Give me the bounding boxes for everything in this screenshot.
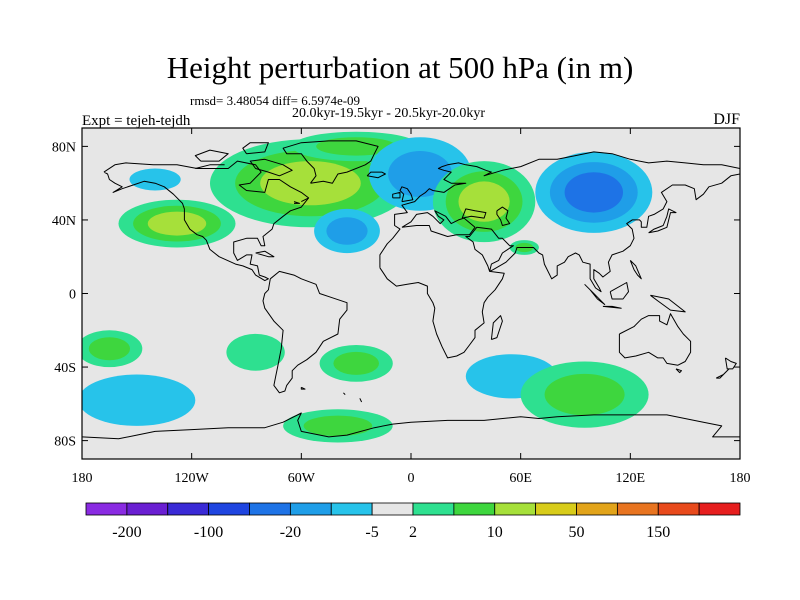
coastline-madagascar — [490, 315, 503, 340]
coastline-mediterranean — [401, 208, 487, 237]
y-tick-label: 40N — [52, 214, 76, 229]
anomaly-17-band-2 — [303, 415, 373, 437]
coastline-afro-eurasia — [379, 151, 740, 359]
colorbar-label: -20 — [280, 524, 301, 541]
x-tick-label: 120E — [616, 471, 646, 486]
anomaly-5-band-2 — [326, 217, 368, 245]
x-tick-label: 0 — [408, 471, 415, 486]
experiment-label: Expt = tejeh-tejdh — [82, 113, 191, 129]
period-subtitle: 20.0kyr-19.5kyr - 20.5kyr-20.0kyr — [292, 106, 486, 121]
colorbar-swatch — [85, 502, 128, 516]
coastline-greenland — [282, 140, 379, 184]
colorbar-label: 50 — [569, 524, 585, 541]
colorbar-swatch — [330, 502, 373, 516]
coastline-north-america — [103, 160, 310, 282]
y-tick-label: 40S — [54, 361, 76, 376]
colorbar-swatch — [698, 502, 741, 516]
colorbar-swatch — [453, 502, 496, 516]
anomaly-14-band-1 — [226, 333, 285, 371]
coastline-cuba — [255, 250, 275, 258]
x-tick-label: 60E — [509, 471, 532, 486]
coastline-southeast-asia-islands — [584, 260, 686, 313]
coastline-south-america — [262, 270, 348, 394]
colorbar-swatch — [289, 502, 332, 516]
anomaly-20-band-2 — [544, 373, 625, 416]
colorbar-label: 150 — [646, 524, 670, 541]
colorbar-label: -100 — [194, 524, 223, 541]
coastline-new-zealand — [715, 357, 737, 379]
colorbar-label: 2 — [409, 524, 417, 541]
x-tick-label: 120W — [175, 471, 210, 486]
coastline-australia — [618, 313, 692, 374]
x-tick-label: 180 — [72, 471, 93, 486]
y-tick-label: 0 — [69, 288, 76, 303]
coastline-antarctica — [82, 412, 740, 440]
colorbar-swatch — [576, 502, 618, 516]
anomaly-7-band-3 — [458, 181, 510, 222]
anomaly-2-band-3 — [147, 211, 207, 236]
y-tick-label: 80S — [54, 435, 76, 450]
anomaly-16-band-2 — [333, 351, 380, 375]
x-tick-label: 60W — [288, 471, 316, 486]
colorbar-swatch — [657, 502, 700, 516]
colorbar-swatch — [249, 502, 291, 516]
coastline-southern-islands — [300, 386, 363, 403]
coastline-canadian-islands — [194, 142, 309, 204]
coastline-british-isles — [392, 186, 414, 203]
colorbar-label: -200 — [112, 524, 141, 541]
chart-title: Height perturbation at 500 hPa (in m) — [166, 50, 634, 85]
coastline-black-caspian-seas — [496, 206, 511, 226]
colorbar-swatch — [535, 502, 577, 516]
colorbar-swatch — [126, 502, 169, 516]
colorbar-label: 10 — [487, 524, 503, 541]
season-label: DJF — [713, 111, 740, 128]
coastline-iceland — [366, 171, 386, 179]
coastline-japan — [648, 208, 677, 234]
x-tick-label: 180 — [730, 471, 751, 486]
colorbar-swatch — [616, 502, 659, 516]
colorbar-swatch — [371, 502, 414, 516]
colorbar-swatch — [494, 502, 537, 516]
anomaly-6-band-2 — [388, 151, 453, 197]
colorbar-label: -5 — [365, 524, 378, 541]
anomaly-12-band-2 — [88, 337, 130, 361]
colorbar-swatch — [412, 502, 455, 516]
colorbar-swatch — [167, 502, 210, 516]
anomaly-4-band-1 — [129, 168, 181, 191]
colorbar-swatch — [208, 502, 250, 516]
anomaly-8-band-3 — [564, 172, 623, 213]
rmsd-stats: rmsd= 3.48054 diff= 6.5974e-09 — [190, 93, 361, 108]
anomaly-13-band-1 — [82, 374, 196, 426]
y-tick-label: 80N — [52, 140, 76, 155]
